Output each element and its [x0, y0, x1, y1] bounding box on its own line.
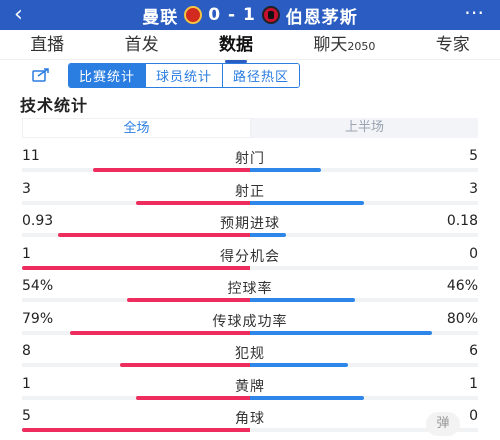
match-header: ‹ 曼联 0 - 1 伯恩茅斯 ⋯: [0, 0, 500, 30]
main-tab-bar: 直播 首发 数据 聊天2050 专家: [0, 30, 500, 60]
stat-home-bar: [127, 298, 250, 302]
stat-label: 射正: [235, 183, 265, 200]
chevron-left-icon: ‹: [14, 2, 23, 27]
stat-home-bar: [22, 265, 250, 270]
tab-0[interactable]: 直播: [30, 30, 64, 59]
stat-home-value: 5: [22, 408, 31, 424]
sub-tab-1[interactable]: 球员统计: [145, 63, 223, 87]
stat-home-bar: [58, 233, 250, 237]
more-button[interactable]: ⋯: [464, 2, 486, 28]
stat-row: 3 射正 3: [0, 181, 500, 213]
stat-away-value: 46%: [446, 278, 478, 294]
more-dots-icon: ⋯: [464, 0, 486, 24]
stat-bar-track: [22, 265, 478, 270]
stat-row: 1 得分机会 0: [0, 246, 500, 278]
stat-home-bar: [93, 168, 250, 172]
share-icon[interactable]: [32, 67, 50, 83]
tab-2[interactable]: 数据: [219, 30, 253, 59]
stat-home-value: 1: [22, 375, 31, 392]
stat-away-bar: [250, 200, 364, 205]
tab-3[interactable]: 聊天2050: [313, 30, 375, 59]
stat-away-bar: [250, 330, 432, 335]
match-score: 0 - 1: [208, 5, 256, 25]
stat-home-bar: [136, 200, 250, 205]
tab-label: 直播: [30, 35, 65, 55]
stat-away-bar: [250, 168, 321, 172]
stat-row: 79% 传球成功率 80%: [0, 311, 500, 343]
stat-label: 黄牌: [235, 378, 265, 395]
half-option-1[interactable]: 上半场: [344, 120, 384, 135]
stat-away-bar: [250, 395, 364, 400]
stat-home-value: 3: [22, 180, 31, 197]
stat-away-value: 1: [469, 375, 478, 392]
home-team-crest-icon: [184, 6, 203, 24]
stat-away-bar: [250, 298, 355, 302]
stat-away-bar: [250, 363, 348, 367]
stat-home-value: 79%: [22, 310, 54, 327]
stat-away-value: 0: [469, 245, 478, 262]
half-toggle: 全场 上半场: [22, 118, 478, 138]
stat-home-value: 8: [22, 343, 31, 359]
back-button[interactable]: ‹: [14, 3, 36, 27]
stat-home-value: 54%: [22, 278, 54, 294]
stat-label: 预期进球: [220, 216, 280, 232]
tab-label: 专家: [435, 35, 470, 55]
stat-row: 11 射门 5: [0, 148, 500, 180]
stat-row: 1 黄牌 1: [0, 376, 500, 408]
stat-away-value: 6: [469, 343, 478, 359]
stat-away-bar: [250, 233, 286, 237]
away-team-crest-icon: [261, 6, 280, 24]
home-team-name[interactable]: 曼联: [142, 7, 179, 28]
stat-bar-track: [22, 428, 478, 432]
stat-label: 传球成功率: [212, 313, 288, 330]
stat-away-value: 0: [469, 408, 478, 424]
tab-chat-count: 2050: [347, 40, 376, 53]
tab-4[interactable]: 专家: [436, 30, 470, 59]
stat-away-value: 3: [469, 180, 478, 197]
stat-label: 角球: [235, 411, 265, 427]
stat-away-value: 80%: [446, 310, 478, 327]
tab-label: 聊天: [313, 35, 348, 55]
stat-label: 犯规: [235, 346, 265, 362]
tab-label: 数据: [218, 35, 253, 55]
stat-home-bar: [120, 363, 250, 367]
stat-label: 得分机会: [220, 248, 280, 265]
stat-row: 5 角球 0: [0, 408, 500, 440]
stat-home-value: 0.93: [22, 213, 54, 229]
half-option-0[interactable]: 全场: [22, 118, 251, 138]
sub-tab-row: 比赛统计 球员统计 路径热区: [32, 62, 301, 88]
score-row: 曼联 0 - 1 伯恩茅斯: [0, 0, 500, 30]
sub-tab-2[interactable]: 路径热区: [222, 63, 300, 87]
stat-away-value: 5: [469, 148, 478, 164]
tab-1[interactable]: 首发: [125, 30, 159, 59]
stat-label: 射门: [235, 151, 265, 167]
section-title: 技术统计: [20, 96, 89, 115]
away-team-name[interactable]: 伯恩茅斯: [285, 7, 358, 28]
stat-row: 0.93 预期进球 0.18: [0, 213, 500, 245]
stat-row: 8 犯规 6: [0, 343, 500, 375]
sub-tab-0[interactable]: 比赛统计: [69, 63, 146, 87]
sub-tab-group: 比赛统计 球员统计 路径热区: [68, 62, 301, 88]
stat-label: 控球率: [227, 281, 273, 297]
stat-row: 54% 控球率 46%: [0, 278, 500, 310]
stat-home-value: 1: [22, 245, 31, 262]
stat-home-bar: [70, 330, 250, 335]
stat-home-value: 11: [22, 148, 40, 164]
tab-label: 首发: [124, 35, 159, 55]
stat-home-bar: [136, 395, 250, 400]
danmu-button[interactable]: 弹: [426, 412, 460, 436]
stat-home-bar: [22, 428, 250, 432]
stat-away-value: 0.18: [446, 213, 478, 229]
